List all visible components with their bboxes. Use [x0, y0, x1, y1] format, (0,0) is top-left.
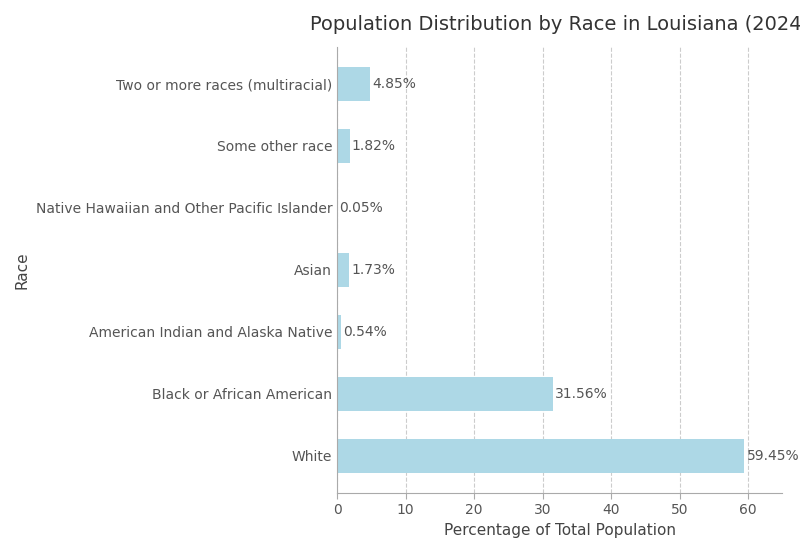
Title: Population Distribution by Race in Louisiana (2024): Population Distribution by Race in Louis…: [310, 15, 800, 34]
X-axis label: Percentage of Total Population: Percentage of Total Population: [444, 523, 676, 538]
Text: 0.54%: 0.54%: [342, 325, 386, 339]
Bar: [337, 253, 349, 287]
Text: 1.82%: 1.82%: [351, 139, 395, 153]
Y-axis label: Race: Race: [15, 251, 30, 289]
Bar: [337, 67, 370, 101]
Text: 0.05%: 0.05%: [339, 201, 383, 215]
Bar: [337, 377, 554, 411]
Bar: [337, 315, 341, 349]
Text: 4.85%: 4.85%: [372, 77, 416, 91]
Text: 31.56%: 31.56%: [555, 387, 608, 401]
Text: 1.73%: 1.73%: [351, 263, 395, 277]
Bar: [337, 129, 350, 163]
Text: 59.45%: 59.45%: [746, 448, 799, 463]
Bar: [337, 439, 745, 473]
